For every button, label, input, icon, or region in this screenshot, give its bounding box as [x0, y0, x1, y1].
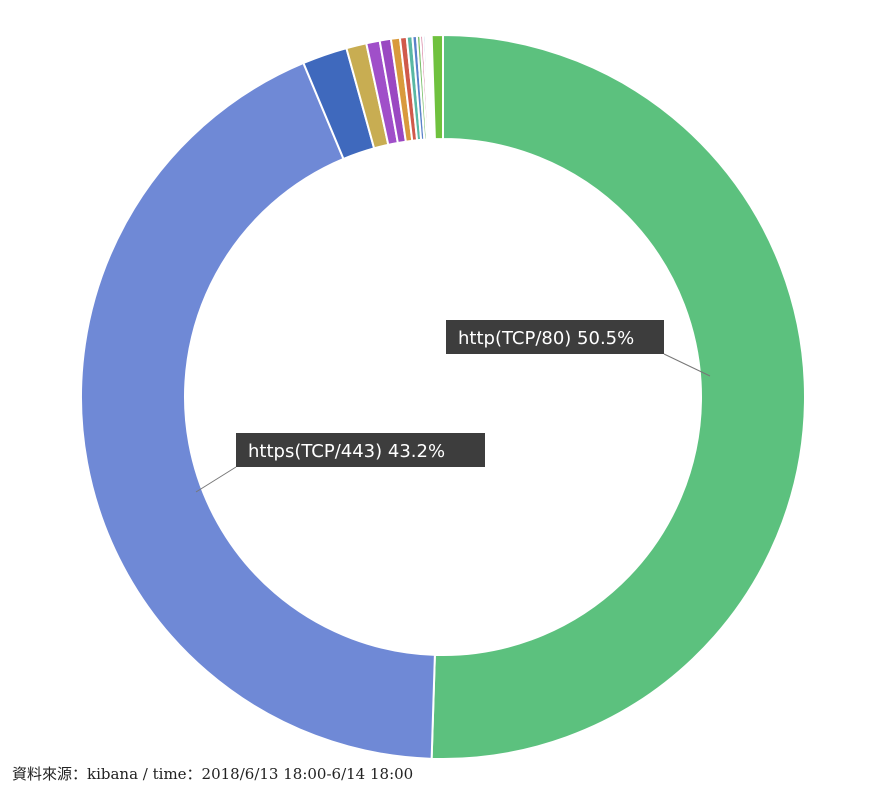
donut-slices — [80, 33, 807, 760]
slice-1 — [80, 61, 436, 760]
callout-box-http — [446, 320, 664, 354]
callout-label-http: http(TCP/80) 50.5% — [458, 328, 634, 349]
callout-leader-https — [195, 466, 237, 493]
callout-label-https: https(TCP/443) 43.2% — [248, 441, 445, 462]
callouts: http(TCP/80) 50.5% https(TCP/443) 43.2% — [195, 320, 711, 493]
slice-18 — [430, 33, 444, 141]
callout-box-https — [236, 433, 485, 467]
source-note: 資料來源：kibana / time：2018/6/13 18:00-6/14 … — [12, 765, 414, 783]
slice-0 — [430, 33, 807, 760]
callout-leader-http — [663, 353, 711, 377]
